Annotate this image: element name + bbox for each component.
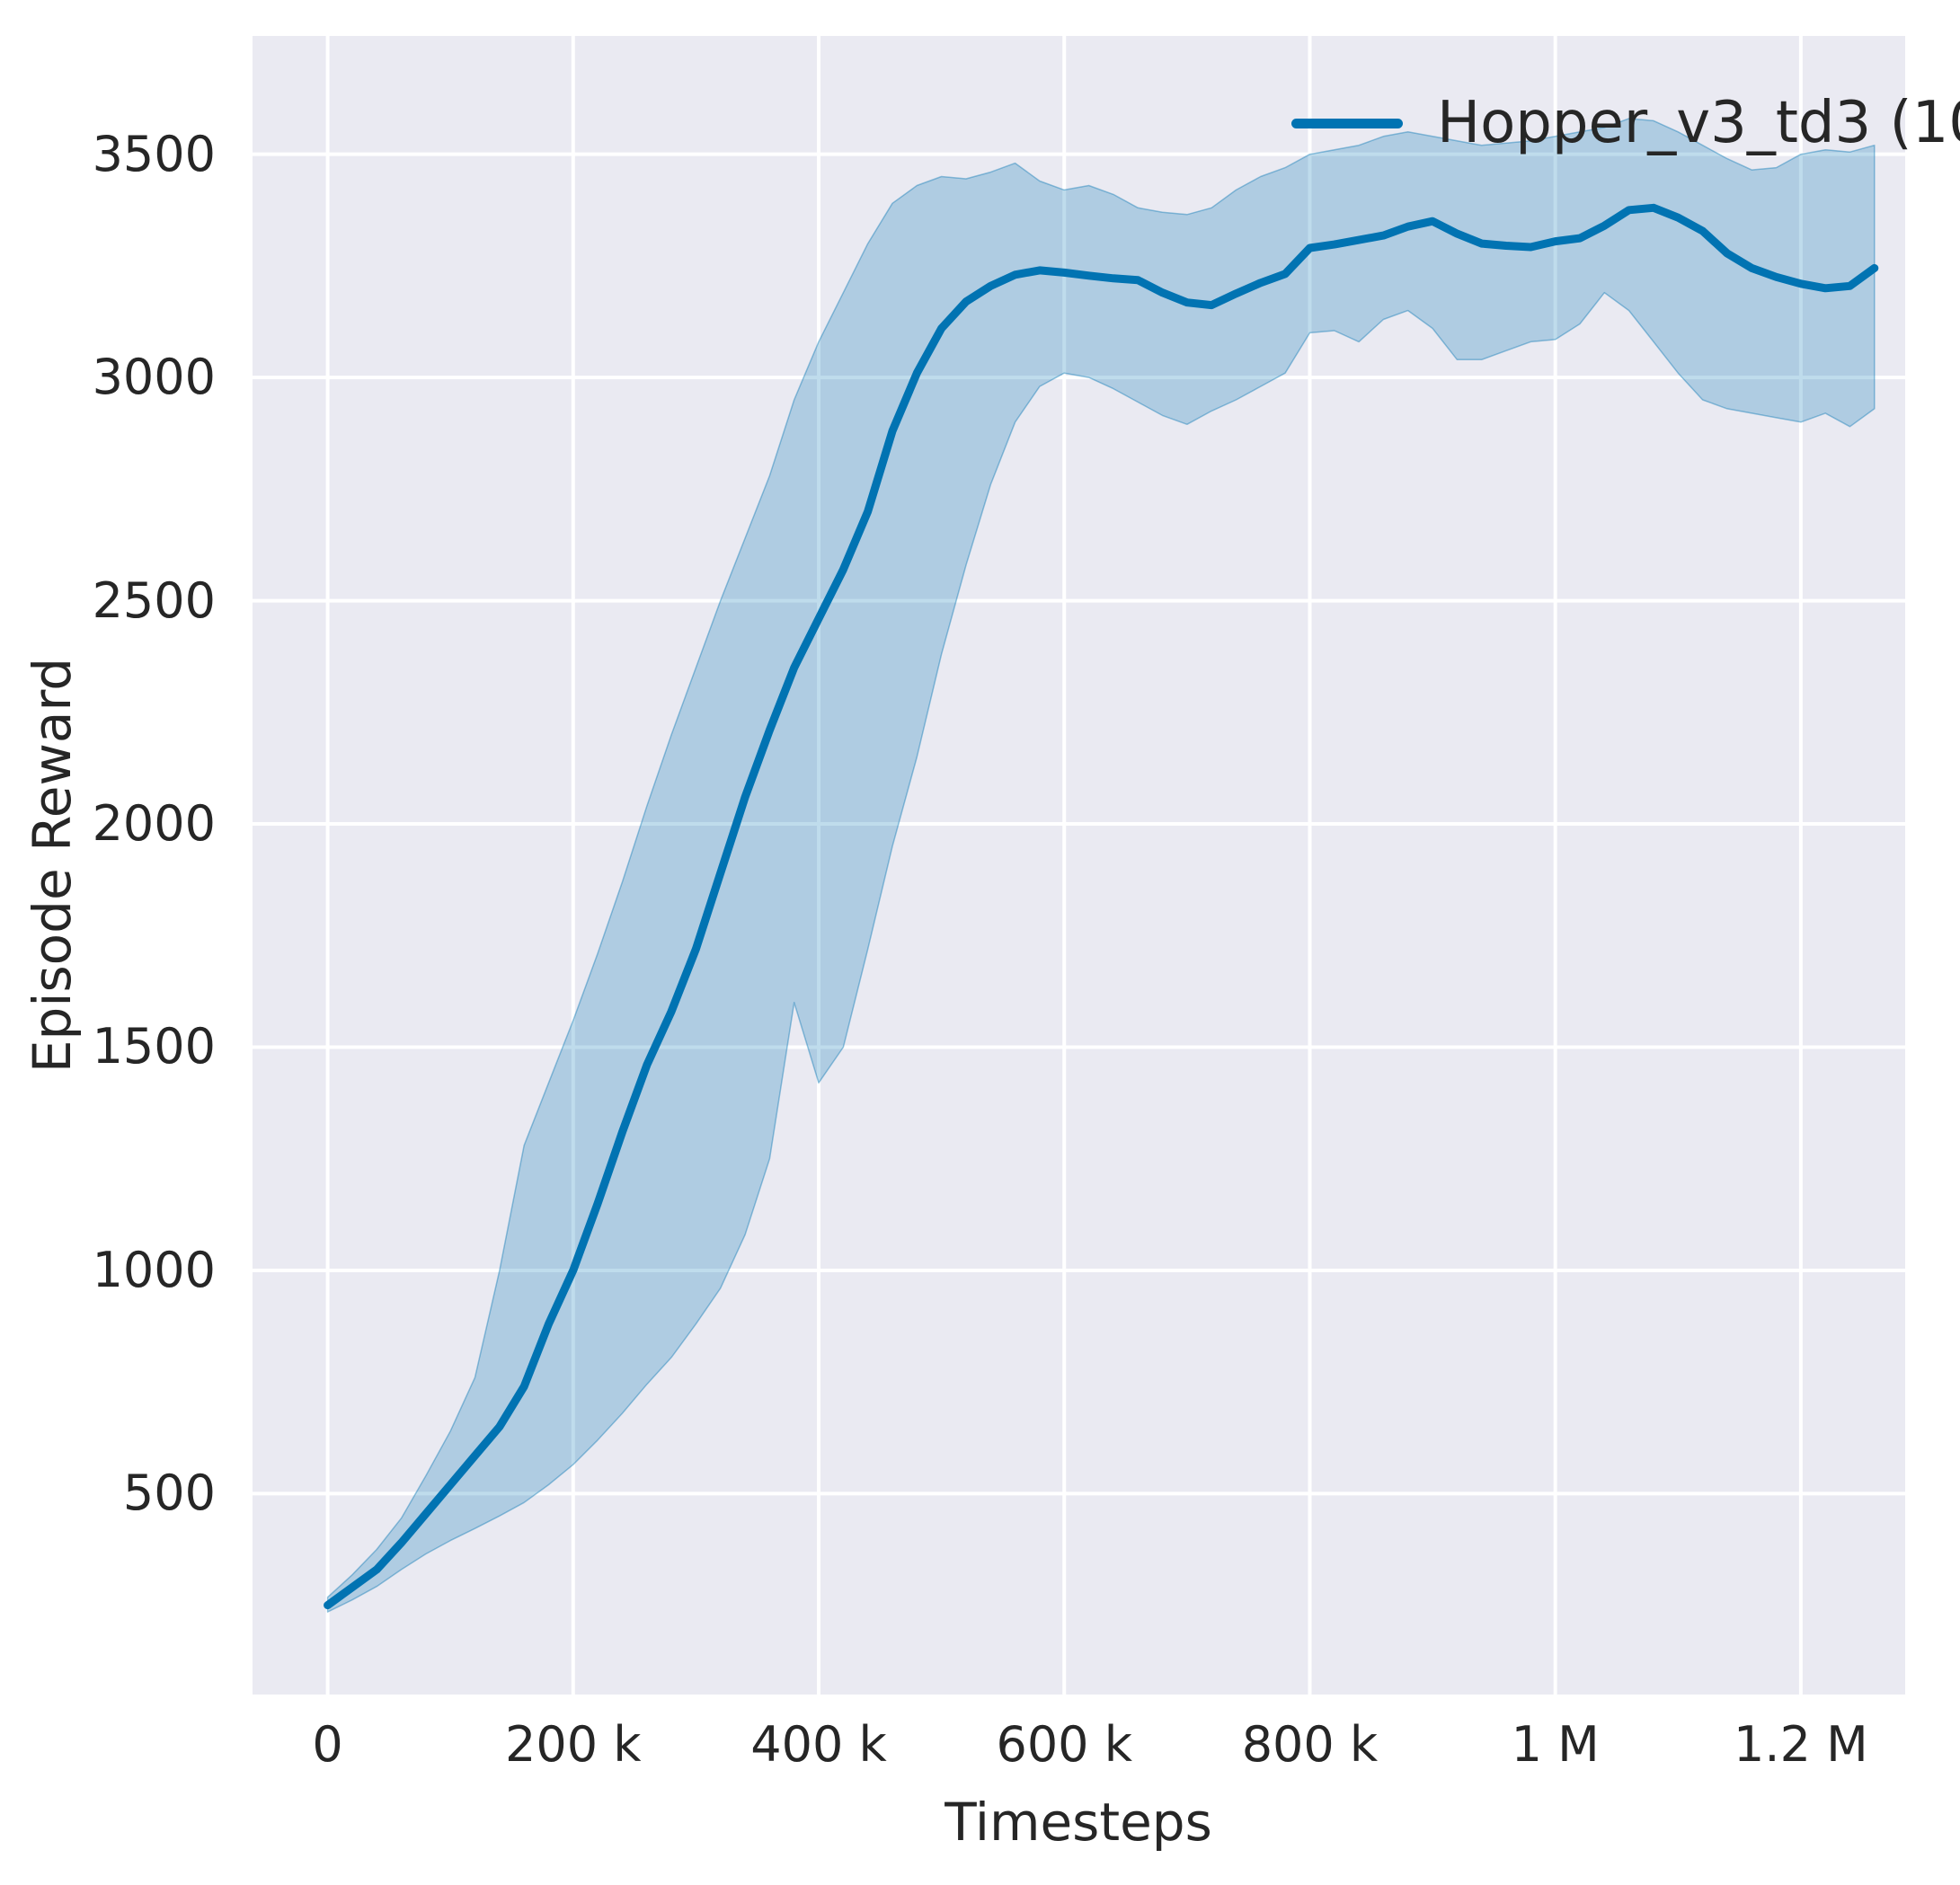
y-axis-tick-label: 500 <box>122 1465 216 1522</box>
legend-line-icon <box>1291 118 1403 128</box>
y-axis-tick-label: 2000 <box>92 795 216 853</box>
x-axis-title: Timesteps <box>945 1792 1212 1853</box>
y-axis-tick-label: 1500 <box>92 1018 216 1075</box>
x-axis-tick-label: 400 k <box>750 1716 887 1773</box>
y-axis-tick-label: 3500 <box>92 125 216 182</box>
x-axis-tick-label: 600 k <box>996 1716 1132 1773</box>
axes-background <box>253 36 1905 1695</box>
y-axis-tick-label: 1000 <box>92 1241 216 1298</box>
y-axis-tick-label: 2500 <box>92 571 216 629</box>
x-axis-tick-label: 1 M <box>1511 1716 1600 1773</box>
mean-line <box>324 203 1879 1610</box>
x-axis-tick-label: 0 <box>312 1716 343 1773</box>
x-axis-tick-label: 800 k <box>1241 1716 1379 1773</box>
y-axis-tick-label: 3000 <box>92 349 216 406</box>
x-axis-tick-label: 200 k <box>505 1716 642 1773</box>
legend-label: Hopper_v3_td3 (10) <box>1437 90 1960 156</box>
y-axis-title: Episode Reward <box>22 657 83 1074</box>
x-axis-tick-label: 1.2 M <box>1734 1716 1868 1773</box>
legend: Hopper_v3_td3 (10) <box>1291 85 1960 161</box>
confidence-band <box>326 118 1876 1613</box>
